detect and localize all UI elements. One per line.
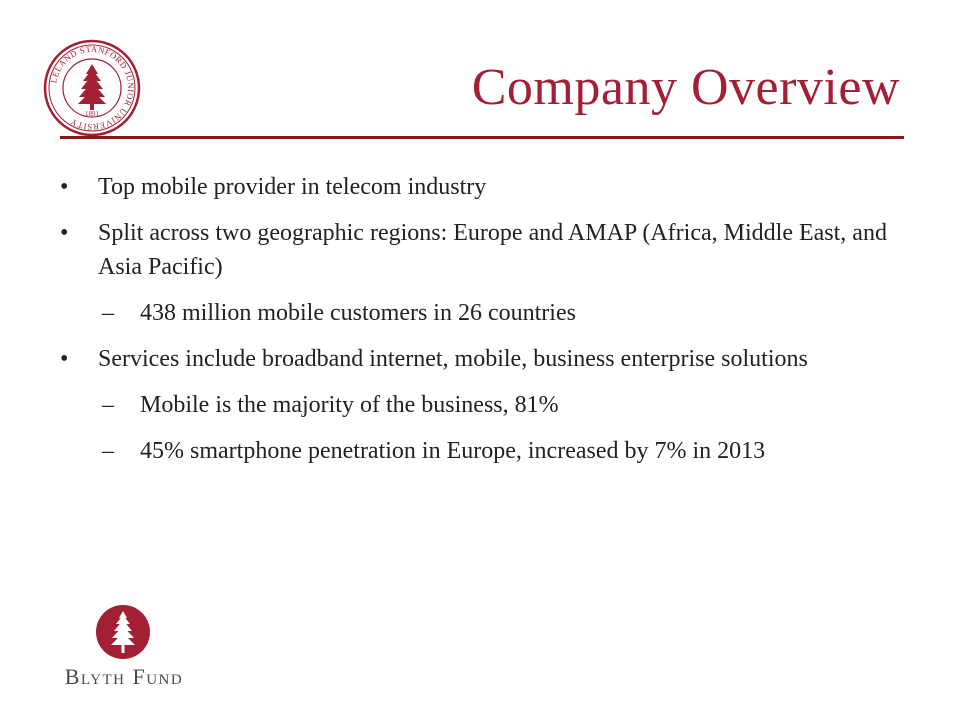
bullet-item: • Services include broadband internet, m… — [60, 342, 900, 376]
bullet-text: Services include broadband internet, mob… — [98, 346, 808, 372]
sub-bullet-text: Mobile is the majority of the business, … — [140, 392, 559, 418]
sub-bullet-text: 438 million mobile customers in 26 count… — [140, 300, 576, 326]
sub-bullet-item: – Mobile is the majority of the business… — [60, 388, 900, 422]
bullet-text: Top mobile provider in telecom industry — [98, 174, 487, 200]
logo-text: Blyth Fund — [64, 664, 184, 689]
sub-bullet-item: – 438 million mobile customers in 26 cou… — [60, 296, 900, 330]
bullet-item: • Split across two geographic regions: E… — [60, 216, 900, 284]
university-seal-icon: LELAND STANFORD JUNIOR UNIVERSITY 1891 — [43, 39, 141, 137]
sub-bullet-text: 45% smartphone penetration in Europe, in… — [140, 438, 766, 464]
bullet-mark: • — [60, 174, 69, 200]
blyth-fund-logo: Blyth Fund — [44, 604, 214, 694]
bullet-item: • Top mobile provider in telecom industr… — [60, 170, 900, 204]
slide-title: Company Overview — [471, 59, 900, 116]
bullet-list: • Top mobile provider in telecom industr… — [60, 170, 900, 480]
sub-bullet-mark: – — [102, 438, 114, 464]
sub-bullet-mark: – — [102, 392, 114, 418]
sub-bullet-item: – 45% smartphone penetration in Europe, … — [60, 434, 900, 468]
title-divider — [60, 136, 904, 139]
bullet-mark: • — [60, 346, 69, 372]
sub-bullet-mark: – — [102, 300, 114, 326]
bullet-text: Split across two geographic regions: Eur… — [98, 220, 887, 280]
bullet-mark: • — [60, 220, 69, 246]
seal-year: 1891 — [85, 110, 100, 118]
tree-logo-icon — [96, 605, 150, 659]
